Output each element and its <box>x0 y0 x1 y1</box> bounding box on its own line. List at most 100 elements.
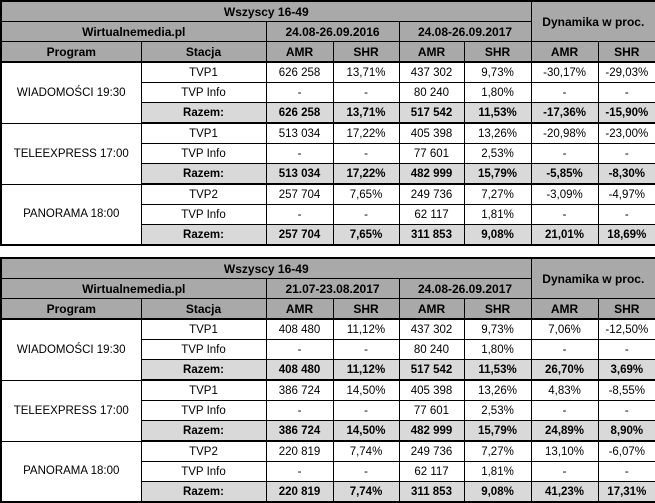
data-row: PANORAMA 18:00 TVP2 257 704 7,65% 249 73… <box>0 183 655 246</box>
column-header-amr: AMR <box>265 41 334 63</box>
data-cell: - <box>332 400 400 421</box>
column-header-amr: AMR <box>530 298 599 320</box>
source-label: Wirtualnemedia.pl <box>0 21 267 42</box>
data-cell: - <box>265 339 334 360</box>
data-cell: 311 853 <box>398 224 465 246</box>
total-row: Razem: 408 480 11,12% 517 542 11,53% 26,… <box>1 359 655 381</box>
period-1-header: 21.07-23.08.2017 <box>265 278 400 299</box>
header-row-columns: Program Stacja AMR SHR AMR SHR AMR SHR <box>0 41 655 63</box>
data-cell: - <box>530 400 599 421</box>
data-row: TVP Info - - 80 240 1,80% - - <box>1 82 655 103</box>
column-header-shr: SHR <box>597 298 655 320</box>
data-cell: 437 302 <box>398 61 465 83</box>
data-cell: 220 819 <box>265 440 334 462</box>
data-cell: 257 704 <box>265 183 334 205</box>
data-cell: 17,31% <box>597 481 655 503</box>
station-cell: TVP Info <box>140 461 267 482</box>
data-cell: - <box>332 143 400 164</box>
header-row-audience: Wszyscy 16-49 Dynamika w proc. <box>0 257 655 299</box>
data-cell: -4,97% <box>597 183 655 205</box>
data-cell: 80 240 <box>398 339 465 360</box>
total-label: Razem: <box>140 420 267 442</box>
data-cell: 408 480 <box>265 359 334 381</box>
total-row: Razem: 626 258 13,71% 517 542 11,53% -17… <box>1 102 655 124</box>
data-cell: 7,74% <box>332 440 400 462</box>
data-cell: 18,69% <box>597 224 655 246</box>
data-cell: - <box>597 400 655 421</box>
audience-title: Wszyscy 16-49 <box>0 0 532 22</box>
column-header-station: Stacja <box>140 298 267 320</box>
data-cell: - <box>265 204 334 225</box>
data-cell: 13,71% <box>332 61 400 83</box>
total-label: Razem: <box>140 481 267 503</box>
data-cell: 626 258 <box>265 102 334 124</box>
data-cell: -8,30% <box>597 163 655 185</box>
audience-title: Wszyscy 16-49 <box>0 257 532 279</box>
data-cell: 2,53% <box>463 143 532 164</box>
station-cell: TVP1 <box>140 318 267 340</box>
data-cell: 13,71% <box>332 102 400 124</box>
data-row: PANORAMA 18:00 TVP2 220 819 7,74% 249 73… <box>0 440 655 503</box>
program-cell: WIADOMOŚCI 19:30 <box>0 61 142 124</box>
data-cell: - <box>597 143 655 164</box>
program-cell: WIADOMOŚCI 19:30 <box>0 318 142 381</box>
data-cell: 517 542 <box>398 102 465 124</box>
data-cell: 1,80% <box>463 82 532 103</box>
data-cell: -29,03% <box>597 61 655 83</box>
data-cell: - <box>597 461 655 482</box>
period-1-header: 24.08-26.09.2016 <box>265 21 400 42</box>
period-2-header: 24.08-26.09.2017 <box>398 21 532 42</box>
data-cell: - <box>530 461 599 482</box>
data-cell: 9,08% <box>463 224 532 246</box>
station-cell: TVP Info <box>140 204 267 225</box>
data-row: WIADOMOŚCI 19:30 TVP1 408 480 11,12% 437… <box>0 318 655 381</box>
data-cell: 17,22% <box>332 122 400 144</box>
column-header-amr: AMR <box>265 298 334 320</box>
data-cell: - <box>597 204 655 225</box>
data-cell: 7,65% <box>332 224 400 246</box>
data-row: TELEEXPRESS 17:00 TVP1 386 724 14,50% 40… <box>0 379 655 442</box>
column-header-shr: SHR <box>597 41 655 63</box>
data-cell: 9,73% <box>463 61 532 83</box>
column-header-amr: AMR <box>398 41 465 63</box>
column-header-program: Program <box>0 41 142 63</box>
header-row-periods: Wirtualnemedia.pl 24.08-26.09.2016 24.08… <box>0 21 655 42</box>
data-cell: 7,65% <box>332 183 400 205</box>
total-label: Razem: <box>140 359 267 381</box>
data-cell: 9,08% <box>463 481 532 503</box>
data-cell: 41,23% <box>530 481 599 503</box>
data-cell: -15,90% <box>597 102 655 124</box>
data-cell: - <box>530 204 599 225</box>
data-cell: 405 398 <box>398 379 465 401</box>
data-cell: 13,26% <box>463 122 532 144</box>
data-cell: 405 398 <box>398 122 465 144</box>
data-cell: - <box>265 82 334 103</box>
data-cell: - <box>597 82 655 103</box>
data-cell: 13,26% <box>463 379 532 401</box>
data-cell: - <box>530 82 599 103</box>
total-row: Razem: 257 704 7,65% 311 853 9,08% 21,01… <box>1 224 655 246</box>
data-row: WIADOMOŚCI 19:30 TVP1 626 258 13,71% 437… <box>0 61 655 124</box>
total-label: Razem: <box>140 224 267 246</box>
column-header-shr: SHR <box>463 41 532 63</box>
data-cell: 7,27% <box>463 183 532 205</box>
data-cell: 15,79% <box>463 163 532 185</box>
program-cell: TELEEXPRESS 17:00 <box>0 122 142 185</box>
data-cell: 1,80% <box>463 339 532 360</box>
column-header-amr: AMR <box>530 41 599 63</box>
data-cell: -8,55% <box>597 379 655 401</box>
data-cell: 77 601 <box>398 143 465 164</box>
station-cell: TVP Info <box>140 143 267 164</box>
data-cell: - <box>332 204 400 225</box>
data-cell: - <box>597 339 655 360</box>
ratings-table-2: Wszyscy 16-49 Dynamika w proc. Wirtualne… <box>0 257 655 503</box>
station-cell: TVP2 <box>140 183 267 205</box>
data-cell: - <box>530 339 599 360</box>
source-label: Wirtualnemedia.pl <box>0 278 267 299</box>
data-cell: 77 601 <box>398 400 465 421</box>
data-cell: 13,10% <box>530 440 599 462</box>
data-cell: 257 704 <box>265 224 334 246</box>
data-cell: -6,07% <box>597 440 655 462</box>
station-cell: TVP2 <box>140 440 267 462</box>
